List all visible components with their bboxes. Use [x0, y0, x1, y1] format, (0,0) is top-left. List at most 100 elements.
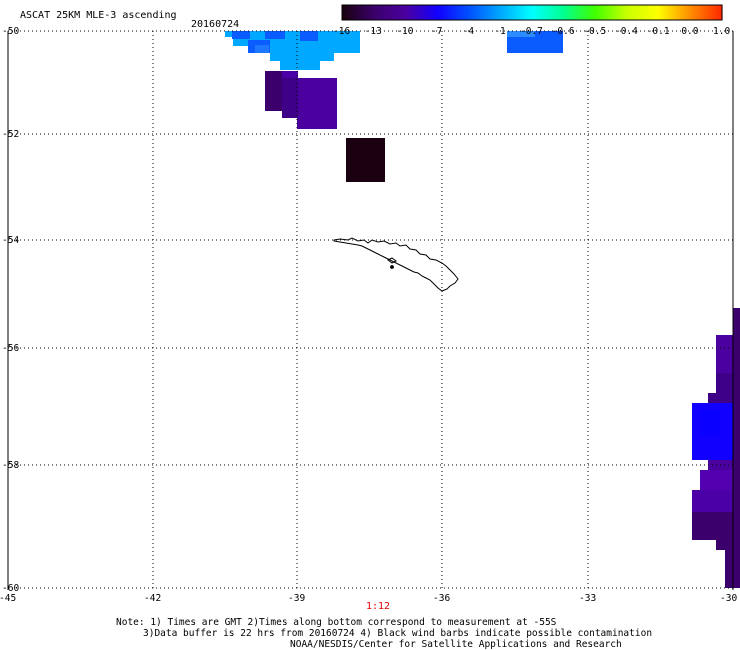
colorbar-segment [556, 5, 559, 20]
colorbar-segment [686, 5, 689, 20]
colorbar-segment [456, 5, 459, 20]
colorbar-segment [468, 5, 471, 20]
colorbar-segment [646, 5, 649, 20]
colorbar-segment [546, 5, 549, 20]
colorbar-segment [622, 5, 625, 20]
colorbar-segment [670, 5, 673, 20]
colorbar-segment [600, 5, 603, 20]
colorbar-segment [576, 5, 579, 20]
swath-cell [700, 470, 733, 490]
colorbar-segment [374, 5, 377, 20]
latitude-label: -52 [2, 129, 20, 140]
colorbar-segment [592, 5, 595, 20]
swath-cell [248, 46, 360, 53]
colorbar-segment [518, 5, 521, 20]
colorbar-segment [414, 5, 417, 20]
colorbar-segment [428, 5, 431, 20]
colorbar-segment [718, 5, 721, 20]
colorbar-segment [498, 5, 501, 20]
colorbar-segment [472, 5, 475, 20]
colorbar-segment [532, 5, 535, 20]
colorbar-segment [640, 5, 643, 20]
colorbar-segment [346, 5, 349, 20]
colorbar-segment [394, 5, 397, 20]
colorbar-segment [598, 5, 601, 20]
colorbar-segment [430, 5, 433, 20]
colorbar-segment [510, 5, 513, 20]
colorbar-segment [620, 5, 623, 20]
colorbar-segment [444, 5, 447, 20]
latitude-label: -60 [2, 583, 20, 594]
colorbar-segment [420, 5, 423, 20]
colorbar-segment [662, 5, 665, 20]
colorbar-segment [440, 5, 443, 20]
colorbar-segment [442, 5, 445, 20]
colorbar-segment [652, 5, 655, 20]
colorbar-segment [578, 5, 581, 20]
colorbar-segment [536, 5, 539, 20]
swath-cell [232, 31, 250, 39]
colorbar-segment [466, 5, 469, 20]
colorbar-segment [376, 5, 379, 20]
colorbar-segment [608, 5, 611, 20]
swath-cell [716, 373, 733, 393]
swath-cell [233, 37, 360, 46]
swath-cell [225, 31, 360, 37]
colorbar-segment [676, 5, 679, 20]
colorbar-segment [570, 5, 573, 20]
swath-cell [725, 550, 733, 588]
colorbar-segment [432, 5, 435, 20]
colorbar-tick-label: -0.1 [646, 26, 670, 37]
colorbar-tick-label: 1.0 [713, 26, 731, 37]
colorbar-segment [354, 5, 357, 20]
colorbar-tick-label: -0.4 [615, 26, 638, 37]
colorbar-segment [558, 5, 561, 20]
colorbar-segment [692, 5, 695, 20]
colorbar-segment [684, 5, 687, 20]
colorbar-segment [586, 5, 589, 20]
colorbar-segment [470, 5, 473, 20]
colorbar-segment [596, 5, 599, 20]
colorbar-segment [350, 5, 353, 20]
swath-cell [270, 53, 334, 61]
colorbar-segment [438, 5, 441, 20]
colorbar-segment [378, 5, 381, 20]
colorbar-segment [464, 5, 467, 20]
colorbar-segment [526, 5, 529, 20]
colorbar-segment [644, 5, 647, 20]
colorbar-segment [450, 5, 453, 20]
longitude-label: -33 [579, 593, 597, 604]
colorbar-segment [410, 5, 413, 20]
colorbar-segment [490, 5, 493, 20]
colorbar-segment [560, 5, 563, 20]
colorbar-tick-label: -0.5 [583, 26, 607, 37]
colorbar-segment [548, 5, 551, 20]
note-line-2: 3)Data buffer is 22 hrs from 20160724 4)… [143, 628, 653, 639]
colorbar-segment [344, 5, 347, 20]
colorbar-tick-label: -1 [494, 26, 506, 37]
colorbar-segment [368, 5, 371, 20]
time-label: 1:12 [366, 601, 391, 612]
colorbar-segment [672, 5, 675, 20]
map-title: ASCAT 25KM MLE-3 ascending [20, 10, 177, 21]
colorbar-segment [384, 5, 387, 20]
colorbar-segment [380, 5, 383, 20]
longitude-label: -39 [288, 593, 306, 604]
colorbar-segment [714, 5, 717, 20]
swath-cell [300, 31, 318, 41]
colorbar-segment [462, 5, 465, 20]
swath-cell [282, 78, 298, 118]
latitude-label: -58 [2, 460, 20, 471]
colorbar-segment [634, 5, 637, 20]
longitude-label: -36 [433, 593, 451, 604]
colorbar-segment [574, 5, 577, 20]
colorbar-segment [492, 5, 495, 20]
longitude-label: -42 [144, 593, 162, 604]
colorbar-segment [636, 5, 639, 20]
colorbar-segment [654, 5, 657, 20]
colorbar-segment [514, 5, 517, 20]
colorbar-segment [342, 5, 345, 20]
colorbar-segment [424, 5, 427, 20]
colorbar-tick-label: 0.0 [681, 26, 699, 37]
